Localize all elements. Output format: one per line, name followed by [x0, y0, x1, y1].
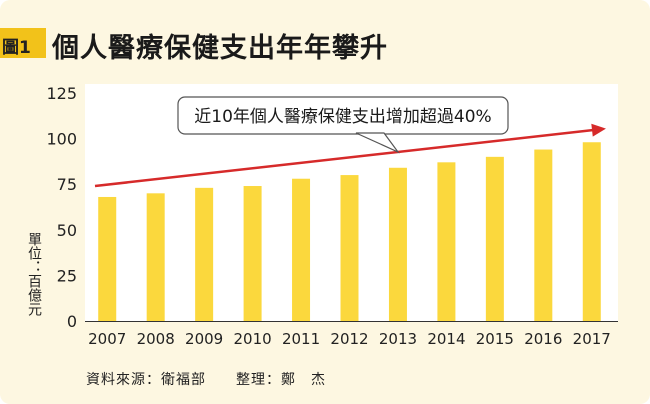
y-tick-50: 50 — [57, 221, 77, 240]
x-tick-2012: 2012 — [330, 330, 368, 348]
x-tick-2007: 2007 — [88, 330, 126, 348]
y-tick-100: 100 — [46, 130, 77, 149]
trend-arrow-line — [94, 128, 599, 188]
x-tick-2014: 2014 — [427, 330, 465, 348]
y-tick-125: 125 — [46, 84, 77, 103]
source-text: 資料來源：衛福部 — [86, 372, 206, 388]
y-tick-25: 25 — [57, 266, 77, 285]
x-tick-2017: 2017 — [573, 330, 611, 348]
x-tick-labels: 2007 2008 2009 2010 2011 2012 2013 2014 2015 2016… — [88, 330, 611, 348]
bar-2014 — [437, 162, 456, 321]
bars-group — [98, 142, 601, 321]
x-tick-2008: 2008 — [137, 330, 175, 348]
callout: 近10年個人醫療保健支出增加超過40% — [177, 96, 509, 154]
x-tick-2016: 2016 — [524, 330, 562, 348]
bar-2008 — [146, 193, 165, 321]
trend-arrow — [94, 123, 606, 188]
source-note: 資料來源：衛福部 整理：鄭 杰 — [86, 369, 326, 389]
bar-2009 — [195, 187, 214, 321]
bar-2011 — [292, 178, 311, 321]
x-tick-2011: 2011 — [282, 330, 320, 348]
x-tick-2010: 2010 — [233, 330, 271, 348]
figure-tag: 圖1 — [2, 38, 31, 58]
callout-pointer — [355, 132, 400, 154]
editor-text: 整理：鄭 杰 — [236, 372, 326, 388]
x-tick-2013: 2013 — [379, 330, 417, 348]
x-tick-2015: 2015 — [476, 330, 514, 348]
bar-2017 — [582, 142, 601, 321]
callout-text: 近10年個人醫療保健支出增加超過40% — [194, 107, 491, 127]
bar-2013 — [388, 167, 407, 321]
figure-tag-badge — [0, 28, 46, 58]
callout-box — [177, 96, 509, 135]
y-tick-75: 75 — [57, 175, 77, 194]
y-tick-labels: 0 25 50 75 100 125 — [46, 84, 77, 331]
y-tick-0: 0 — [67, 312, 77, 331]
bar-2007 — [98, 196, 117, 321]
chart-title: 個人醫療保健支出年年攀升 — [52, 33, 388, 64]
bar-2016 — [534, 149, 553, 321]
x-tick-2009: 2009 — [185, 330, 223, 348]
bar-2012 — [340, 175, 359, 321]
y-axis-unit-label: 單位：百億元 — [26, 232, 42, 316]
bar-2015 — [485, 156, 504, 321]
trend-arrow-head — [591, 123, 606, 137]
bar-2010 — [243, 186, 262, 321]
